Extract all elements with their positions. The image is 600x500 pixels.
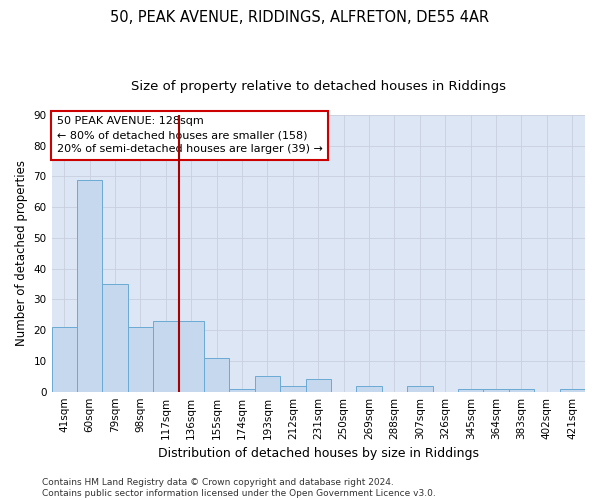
Bar: [52, 327, 77, 392]
Bar: [153, 321, 179, 392]
Bar: [509, 388, 534, 392]
Bar: [77, 180, 103, 392]
Bar: [305, 380, 331, 392]
Bar: [356, 386, 382, 392]
Bar: [560, 388, 585, 392]
Bar: [128, 327, 153, 392]
Bar: [255, 376, 280, 392]
Bar: [280, 386, 305, 392]
Bar: [103, 284, 128, 392]
Bar: [407, 386, 433, 392]
Bar: [179, 321, 204, 392]
Y-axis label: Number of detached properties: Number of detached properties: [15, 160, 28, 346]
Text: 50 PEAK AVENUE: 128sqm
← 80% of detached houses are smaller (158)
20% of semi-de: 50 PEAK AVENUE: 128sqm ← 80% of detached…: [57, 116, 323, 154]
Bar: [229, 388, 255, 392]
Bar: [458, 388, 484, 392]
Bar: [204, 358, 229, 392]
Title: Size of property relative to detached houses in Riddings: Size of property relative to detached ho…: [131, 80, 506, 93]
Bar: [484, 388, 509, 392]
Text: Contains HM Land Registry data © Crown copyright and database right 2024.
Contai: Contains HM Land Registry data © Crown c…: [42, 478, 436, 498]
Text: 50, PEAK AVENUE, RIDDINGS, ALFRETON, DE55 4AR: 50, PEAK AVENUE, RIDDINGS, ALFRETON, DE5…: [110, 10, 490, 25]
X-axis label: Distribution of detached houses by size in Riddings: Distribution of detached houses by size …: [158, 447, 479, 460]
